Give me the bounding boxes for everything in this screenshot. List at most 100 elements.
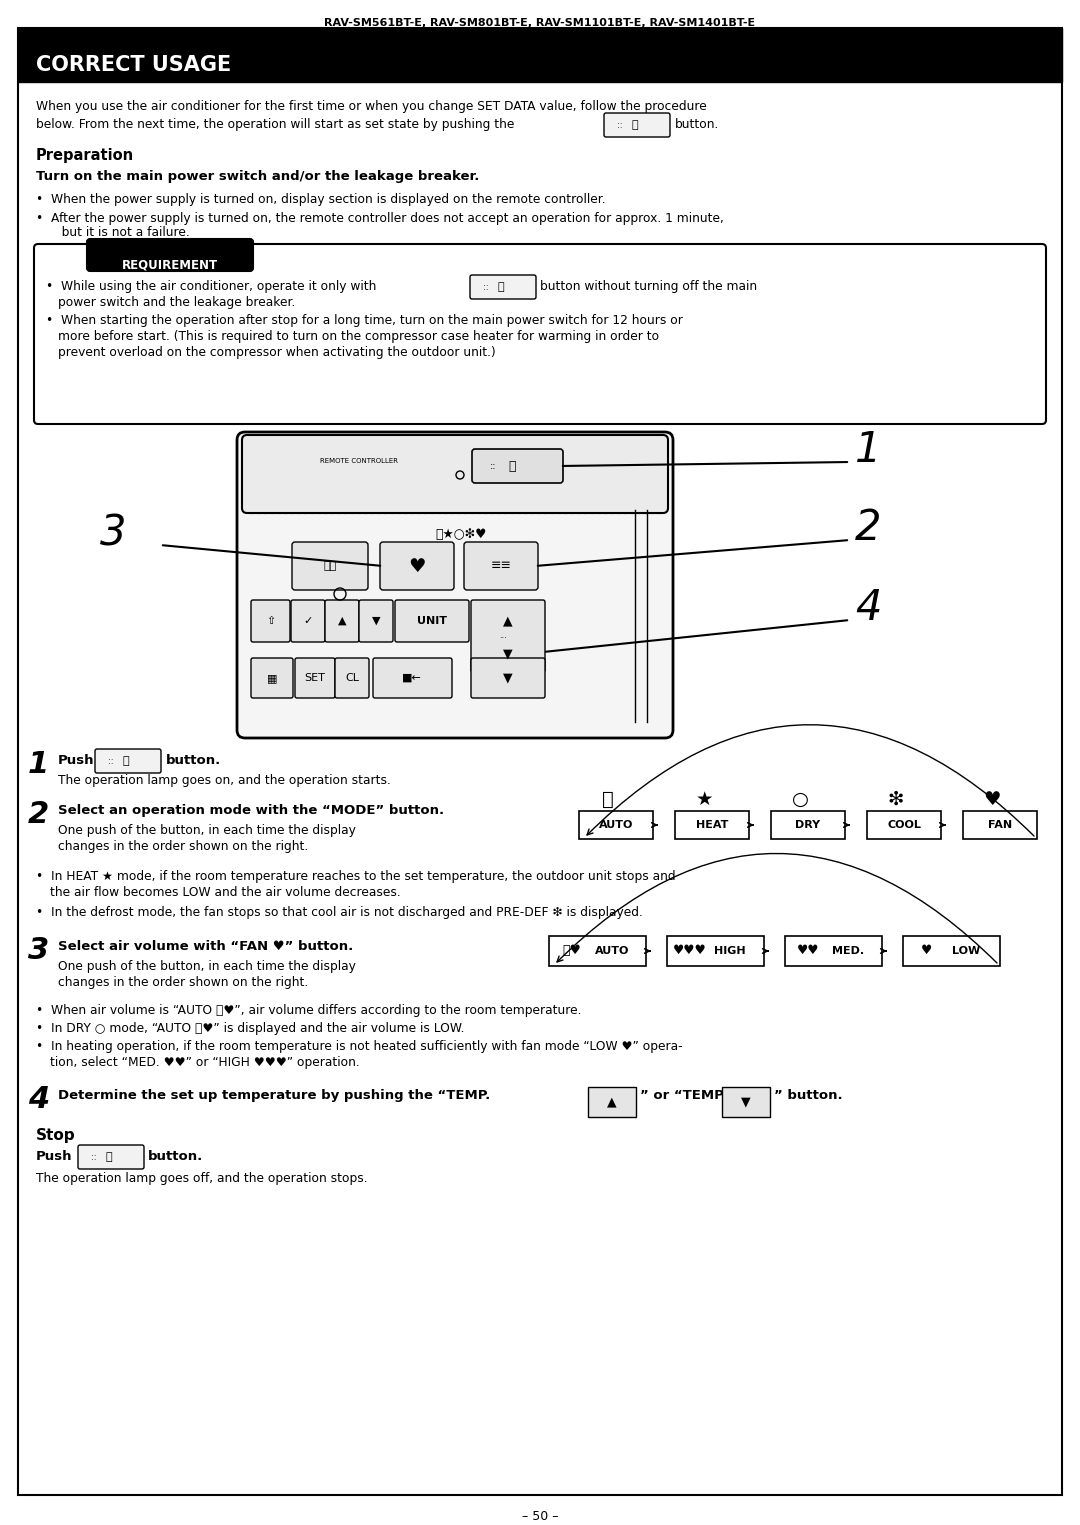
Text: ⏻: ⏻ (509, 459, 516, 473)
Text: ♥: ♥ (920, 944, 932, 958)
Text: power switch and the leakage breaker.: power switch and the leakage breaker. (58, 296, 295, 310)
Text: ” or “TEMP.: ” or “TEMP. (640, 1089, 727, 1103)
Text: ...: ... (499, 631, 507, 640)
Text: button.: button. (675, 117, 719, 131)
Text: ⏻: ⏻ (123, 756, 130, 766)
Text: 2: 2 (28, 801, 50, 830)
Text: changes in the order shown on the right.: changes in the order shown on the right. (58, 976, 308, 990)
Bar (18, 27, 1062, 82)
Text: •  When the power supply is turned on, display section is displayed on the remot: • When the power supply is turned on, di… (36, 194, 606, 206)
Text: SET: SET (305, 673, 325, 683)
Text: ♥♥♥: ♥♥♥ (673, 944, 707, 958)
Text: ▼: ▼ (372, 616, 380, 625)
Text: tion, select “MED. ♥♥” or “HIGH ♥♥♥” operation.: tion, select “MED. ♥♥” or “HIGH ♥♥♥” ope… (50, 1055, 360, 1069)
Text: 4: 4 (855, 587, 881, 628)
Text: •  In HEAT ★ mode, if the room temperature reaches to the set temperature, the o: • In HEAT ★ mode, if the room temperatur… (36, 869, 676, 883)
Text: ⏻: ⏻ (498, 282, 504, 291)
Text: button.: button. (166, 753, 221, 767)
FancyBboxPatch shape (470, 274, 536, 299)
Text: •  After the power supply is turned on, the remote controller does not accept an: • After the power supply is turned on, t… (36, 212, 724, 226)
Text: When you use the air conditioner for the first time or when you change SET DATA : When you use the air conditioner for the… (36, 101, 706, 113)
Text: REMOTE CONTROLLER: REMOTE CONTROLLER (320, 458, 399, 464)
Text: ⏻: ⏻ (632, 120, 638, 130)
Text: Stop: Stop (36, 1128, 76, 1144)
Text: Ⓐ♥: Ⓐ♥ (563, 944, 581, 958)
Text: •  In heating operation, if the room temperature is not heated sufficiently with: • In heating operation, if the room temp… (36, 1040, 683, 1052)
Text: 1: 1 (855, 429, 881, 471)
Text: MED.: MED. (832, 946, 864, 956)
Text: button without turning off the main: button without turning off the main (540, 281, 757, 293)
Text: RAV-SM561BT-E, RAV-SM801BT-E, RAV-SM1101BT-E, RAV-SM1401BT-E: RAV-SM561BT-E, RAV-SM801BT-E, RAV-SM1101… (324, 18, 756, 27)
Text: •  When air volume is “AUTO Ⓐ♥”, air volume differs according to the room temper: • When air volume is “AUTO Ⓐ♥”, air volu… (36, 1003, 581, 1017)
Text: ▼: ▼ (503, 671, 513, 685)
FancyBboxPatch shape (295, 657, 335, 698)
FancyBboxPatch shape (963, 811, 1037, 839)
Text: LOW: LOW (951, 946, 981, 956)
Text: AUTO: AUTO (598, 820, 633, 830)
FancyBboxPatch shape (464, 541, 538, 590)
Text: ::: :: (483, 282, 488, 291)
FancyBboxPatch shape (359, 599, 393, 642)
Text: below. From the next time, the operation will start as set state by pushing the: below. From the next time, the operation… (36, 117, 514, 131)
Text: ♥♥: ♥♥ (797, 944, 820, 958)
Text: – 50 –: – 50 – (522, 1510, 558, 1523)
FancyBboxPatch shape (242, 435, 669, 512)
Text: ≡≡: ≡≡ (490, 560, 512, 572)
Text: REQUIREMENT: REQUIREMENT (122, 258, 218, 271)
Text: One push of the button, in each time the display: One push of the button, in each time the… (58, 961, 356, 973)
Text: ::: :: (108, 756, 113, 766)
FancyBboxPatch shape (325, 599, 359, 642)
FancyBboxPatch shape (723, 1087, 770, 1116)
FancyBboxPatch shape (251, 657, 293, 698)
FancyBboxPatch shape (471, 599, 545, 673)
FancyBboxPatch shape (771, 811, 845, 839)
Text: CORRECT USAGE: CORRECT USAGE (36, 55, 231, 75)
Text: Preparation: Preparation (36, 148, 134, 163)
FancyBboxPatch shape (903, 936, 1000, 965)
Text: HEAT: HEAT (696, 820, 728, 830)
Text: 3: 3 (28, 936, 50, 965)
Text: FAN: FAN (988, 820, 1012, 830)
Text: ▼: ▼ (741, 1095, 751, 1109)
Text: UNIT: UNIT (417, 616, 447, 625)
FancyBboxPatch shape (87, 239, 253, 271)
Text: ★: ★ (696, 790, 713, 808)
Text: Push: Push (36, 1150, 72, 1164)
Text: •  When starting the operation after stop for a long time, turn on the main powe: • When starting the operation after stop… (46, 314, 683, 326)
FancyBboxPatch shape (78, 1145, 144, 1170)
Text: 4: 4 (28, 1084, 50, 1113)
FancyBboxPatch shape (549, 936, 646, 965)
Text: ::: :: (617, 120, 622, 130)
Text: •  While using the air conditioner, operate it only with: • While using the air conditioner, opera… (46, 281, 376, 293)
FancyBboxPatch shape (33, 244, 1047, 424)
Text: 1: 1 (28, 750, 50, 779)
Text: ▲: ▲ (503, 615, 513, 627)
Text: HIGH: HIGH (714, 946, 746, 956)
Text: ⏻Ⓞ: ⏻Ⓞ (323, 561, 337, 570)
FancyBboxPatch shape (667, 936, 764, 965)
Text: ♥: ♥ (408, 557, 426, 575)
Text: CL: CL (345, 673, 359, 683)
FancyBboxPatch shape (588, 1087, 636, 1116)
Text: ■←: ■← (402, 673, 422, 683)
Text: ⏻: ⏻ (106, 1151, 112, 1162)
Text: Turn on the main power switch and/or the leakage breaker.: Turn on the main power switch and/or the… (36, 169, 480, 183)
FancyBboxPatch shape (380, 541, 454, 590)
Text: One push of the button, in each time the display: One push of the button, in each time the… (58, 824, 356, 837)
FancyBboxPatch shape (292, 541, 368, 590)
Text: ♥: ♥ (983, 790, 1001, 808)
FancyBboxPatch shape (785, 936, 882, 965)
Text: ▲: ▲ (338, 616, 347, 625)
Text: prevent overload on the compressor when activating the outdoor unit.): prevent overload on the compressor when … (58, 346, 496, 358)
Text: more before start. (This is required to turn on the compressor case heater for w: more before start. (This is required to … (58, 329, 659, 343)
FancyBboxPatch shape (237, 432, 673, 738)
Text: ▼: ▼ (503, 648, 513, 660)
Text: •  In the defrost mode, the fan stops so that cool air is not discharged and PRE: • In the defrost mode, the fan stops so … (36, 906, 643, 920)
Text: Ⓐ: Ⓐ (603, 790, 613, 808)
FancyBboxPatch shape (251, 599, 291, 642)
Text: COOL: COOL (887, 820, 921, 830)
FancyBboxPatch shape (471, 657, 545, 698)
Text: Determine the set up temperature by pushing the “TEMP.: Determine the set up temperature by push… (58, 1089, 490, 1103)
Text: the air flow becomes LOW and the air volume decreases.: the air flow becomes LOW and the air vol… (50, 886, 401, 900)
Text: ::: :: (91, 1153, 96, 1162)
